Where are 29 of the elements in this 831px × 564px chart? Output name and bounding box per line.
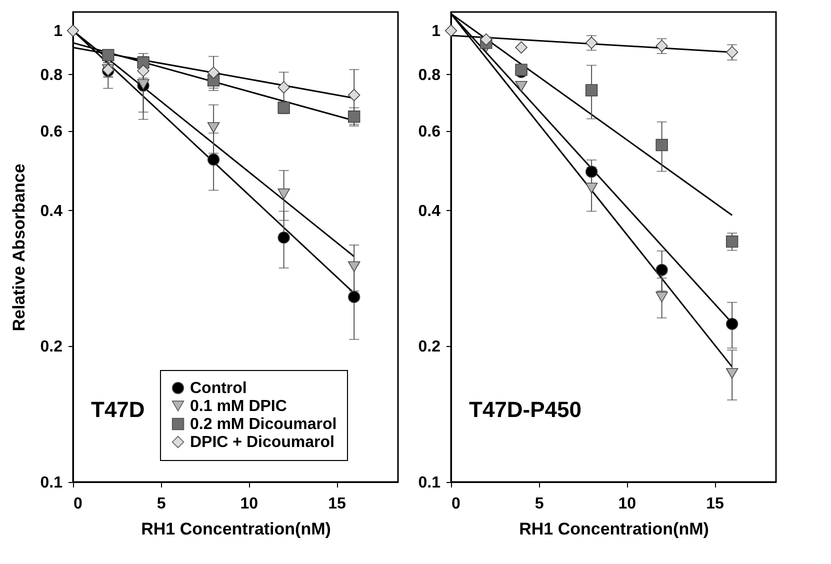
- y-tick-label: 1: [54, 23, 63, 40]
- x-tick-label: 0: [74, 496, 82, 512]
- x-tick-label: 10: [240, 496, 258, 512]
- y-tick-label: 0.4: [418, 202, 441, 220]
- y-axis-title: Relative Absorbance: [9, 164, 28, 332]
- x-tick-label: 5: [156, 496, 166, 512]
- legend-label: 0.2 mM Dicoumarol: [190, 416, 337, 433]
- y-tick-label: 0.6: [418, 123, 441, 140]
- legend-label: DPIC + Dicoumarol: [190, 434, 334, 451]
- annotation: T47D: [91, 397, 145, 422]
- y-tick-label: 0.2: [418, 338, 441, 356]
- x-tick-label: 0: [452, 496, 460, 512]
- x-axis-title: RH1 Concentration(nM): [141, 520, 331, 538]
- annotation: T47D-P450: [469, 397, 582, 422]
- y-tick-label: 0.1: [40, 474, 63, 492]
- y-tick-label: 0.8: [40, 66, 63, 84]
- y-tick-label: 1: [432, 23, 441, 40]
- y-tick-label: 0.6: [40, 123, 63, 140]
- x-tick-label: 15: [328, 496, 346, 512]
- y-tick-label: 0.8: [418, 66, 441, 84]
- x-axis-title: RH1 Concentration(nM): [519, 520, 709, 538]
- legend-label: 0.1 mM DPIC: [190, 398, 288, 415]
- legend-label: Control: [190, 380, 247, 397]
- y-tick-label: 0.4: [40, 202, 63, 220]
- x-tick-label: 10: [618, 496, 636, 512]
- y-tick-label: 0.1: [418, 474, 441, 492]
- y-tick-label: 0.2: [40, 338, 63, 356]
- x-tick-label: 15: [706, 496, 724, 512]
- x-tick-label: 5: [534, 496, 544, 512]
